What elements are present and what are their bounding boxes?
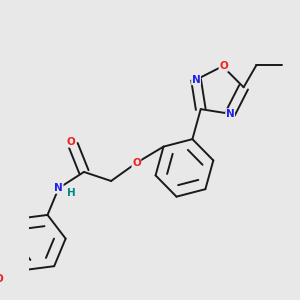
Text: O: O: [132, 158, 141, 168]
Text: N: N: [54, 183, 63, 193]
Text: N: N: [192, 75, 200, 85]
Text: O: O: [66, 137, 75, 147]
Text: O: O: [0, 274, 4, 284]
Text: O: O: [219, 61, 228, 71]
Text: N: N: [226, 109, 235, 119]
Text: H: H: [67, 188, 76, 198]
